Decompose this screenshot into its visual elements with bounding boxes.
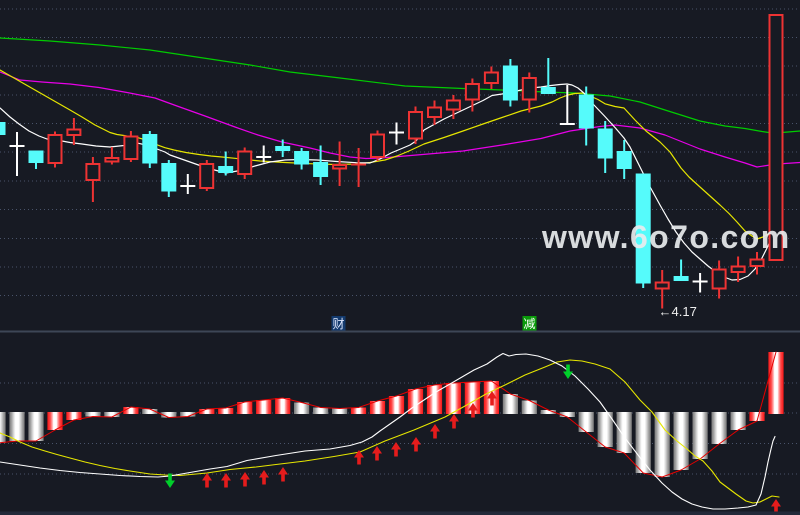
svg-text:财: 财 [332,317,344,331]
svg-text:←4.17: ←4.17 [659,304,697,319]
svg-text:减: 减 [523,317,535,331]
svg-text:www.6o7o.com: www.6o7o.com [541,219,791,255]
